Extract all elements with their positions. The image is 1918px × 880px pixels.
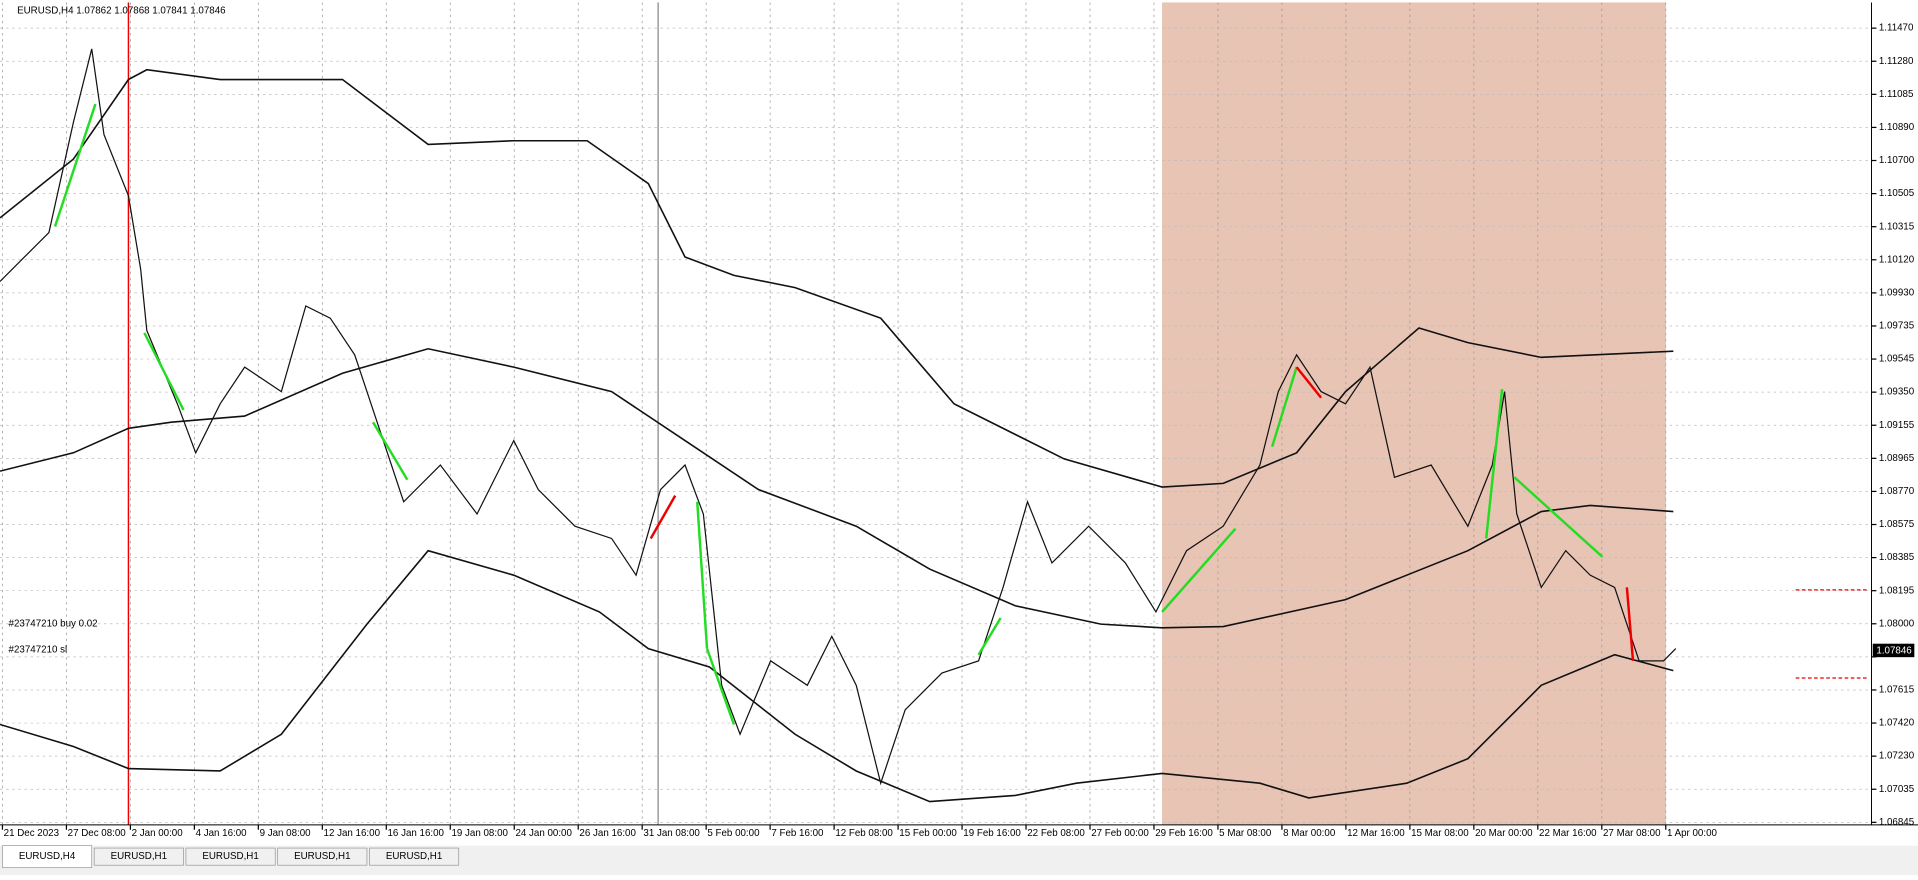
price-label: 1.07035 (1879, 784, 1915, 795)
tab[interactable] (93, 847, 184, 866)
order-annotation: #23747210 buy 0.02 (9, 619, 98, 630)
price-label: 1.10890 (1879, 122, 1915, 133)
time-label: 20 Mar 00:00 (1475, 828, 1533, 839)
symbol-info: EURUSD,H4 1.07862 1.07868 1.07841 1.0784… (17, 6, 225, 17)
price-label: 1.10700 (1879, 155, 1915, 166)
time-label: 12 Mar 16:00 (1347, 828, 1405, 839)
time-label: 2 Jan 00:00 (132, 828, 184, 839)
time-label: 5 Mar 08:00 (1219, 828, 1272, 839)
time-label: 22 Mar 16:00 (1539, 828, 1597, 839)
time-label: 22 Feb 08:00 (1027, 828, 1085, 839)
price-label: 1.08000 (1879, 618, 1915, 629)
price-label: 1.11470 (1879, 23, 1914, 34)
shaded-range (1162, 2, 1667, 825)
price-label: 1.08575 (1879, 519, 1915, 530)
middle-band (0, 347, 1674, 629)
price-label: 1.09155 (1879, 420, 1915, 431)
lower-band (0, 549, 1674, 803)
price-label: 1.06845 (1879, 817, 1915, 828)
price-label: 1.08385 (1879, 552, 1915, 563)
time-label: 27 Dec 08:00 (68, 828, 127, 839)
price-label: 1.09545 (1879, 354, 1915, 365)
tab[interactable] (2, 845, 93, 869)
time-label: 26 Jan 16:00 (579, 828, 636, 839)
time-label: 15 Feb 00:00 (899, 828, 957, 839)
tab[interactable] (277, 847, 368, 866)
price-label: 1.08965 (1879, 453, 1915, 464)
price-label: 1.10505 (1879, 188, 1915, 199)
time-label: 24 Jan 00:00 (515, 828, 572, 839)
tab-label[interactable]: EURUSD,H1 (202, 851, 258, 862)
time-label: 12 Feb 08:00 (835, 828, 893, 839)
price-label: 1.09735 (1879, 321, 1915, 332)
tab[interactable] (185, 847, 276, 866)
price-label: 1.11085 (1879, 89, 1914, 100)
tabs: EURUSD,H4 EURUSD,H1 EURUSD,H1 EURUSD,H1 EURU… (2, 845, 460, 869)
price-label: 1.10315 (1879, 221, 1915, 232)
current-price-box (1872, 643, 1915, 658)
time-label: 16 Jan 16:00 (388, 828, 445, 839)
upper-band (0, 68, 1674, 488)
time-label: 4 Jan 16:00 (196, 828, 248, 839)
time-label: 19 Jan 08:00 (451, 828, 508, 839)
time-label: 5 Feb 00:00 (707, 828, 760, 839)
trend-segments (53, 103, 1604, 725)
price-label: 1.07230 (1879, 751, 1915, 762)
time-label: 27 Feb 00:00 (1091, 828, 1149, 839)
current-price: 1.07846 (1876, 646, 1911, 657)
price-label: 1.09930 (1879, 287, 1915, 298)
time-label: 29 Feb 16:00 (1155, 828, 1213, 839)
time-label: 9 Jan 08:00 (260, 828, 312, 839)
time-label: 21 Dec 2023 (4, 828, 59, 839)
tab-label[interactable]: EURUSD,H1 (386, 851, 442, 862)
price-label: 1.09350 (1879, 387, 1915, 398)
price-label: 1.07420 (1879, 718, 1915, 729)
grid (0, 2, 1872, 825)
time-label: 31 Jan 08:00 (643, 828, 700, 839)
price-label: 1.11280 (1879, 56, 1914, 67)
price-label: 1.08770 (1879, 486, 1915, 497)
tab-label[interactable]: EURUSD,H4 (19, 851, 76, 862)
time-label: 1 Apr 00:00 (1667, 828, 1718, 839)
time-label: 7 Feb 16:00 (771, 828, 824, 839)
time-label: 12 Jan 16:00 (324, 828, 381, 839)
tab-label[interactable]: EURUSD,H1 (294, 851, 350, 862)
order-annotation: #23747210 sl (9, 644, 68, 655)
price-path (0, 48, 1677, 786)
time-label: 8 Mar 00:00 (1283, 828, 1336, 839)
price-label: 1.10120 (1879, 254, 1915, 265)
price-label: 1.08195 (1879, 585, 1915, 596)
tab-label[interactable]: EURUSD,H1 (111, 851, 167, 862)
tab[interactable] (369, 847, 460, 866)
time-label: 15 Mar 08:00 (1411, 828, 1469, 839)
time-label: 27 Mar 08:00 (1603, 828, 1661, 839)
price-label: 1.07615 (1879, 685, 1915, 696)
red-segments (649, 366, 1635, 661)
time-label: 19 Feb 16:00 (963, 828, 1021, 839)
